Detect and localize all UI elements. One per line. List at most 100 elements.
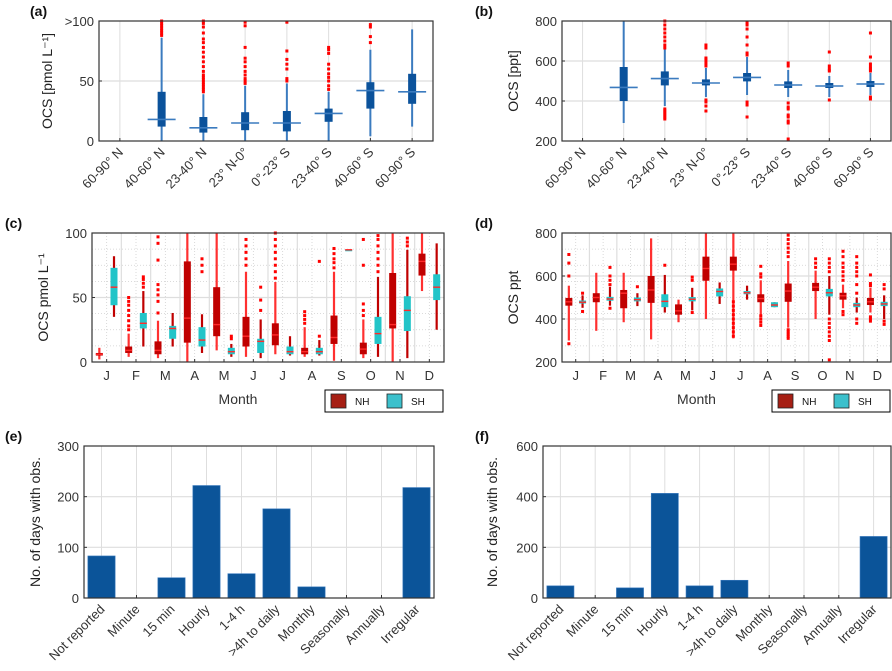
- outlier-point: [317, 334, 321, 338]
- panel-label: (a): [30, 3, 47, 19]
- box-plot: [257, 285, 265, 359]
- outlier-point: [160, 33, 164, 37]
- x-tick-label: A: [654, 368, 663, 383]
- outlier-point: [745, 53, 749, 57]
- outlier-point: [704, 56, 708, 60]
- outlier-point: [704, 100, 708, 104]
- legend: NH SH: [324, 389, 444, 413]
- chart-panel-e: (e) 0 100 200 300 No. of days with obs.Not re…: [5, 428, 435, 663]
- outlier-point: [160, 26, 164, 30]
- outlier-point: [882, 322, 886, 326]
- outlier-point: [243, 81, 247, 85]
- box-plot: [125, 296, 133, 357]
- box-plot: [242, 237, 250, 357]
- outlier-point: [731, 313, 735, 317]
- box-plot: [853, 255, 861, 325]
- panel-label: (f): [475, 428, 489, 444]
- outlier-point: [273, 270, 277, 274]
- axes-frame: [98, 20, 434, 142]
- outlier-point: [244, 263, 248, 267]
- plot-area: [543, 446, 891, 598]
- box-plot: [839, 249, 847, 317]
- outlier-point: [663, 117, 667, 121]
- plot-area: [562, 21, 891, 141]
- outlier-point: [567, 274, 571, 278]
- outlier-point: [855, 255, 859, 259]
- x-tick-label: 40-60° S: [789, 144, 836, 191]
- outlier-point: [827, 69, 831, 73]
- box-plot: [139, 275, 147, 347]
- box: [345, 249, 353, 252]
- outlier-point: [244, 250, 248, 254]
- box: [784, 283, 792, 302]
- panel-label: (c): [5, 215, 22, 231]
- outlier-point: [663, 31, 667, 35]
- outlier-point: [376, 234, 380, 238]
- outlier-point: [243, 45, 247, 49]
- outlier-point: [285, 67, 289, 71]
- box: [257, 338, 265, 353]
- y-tick-label: 0: [72, 591, 79, 606]
- outlier-point: [332, 257, 336, 261]
- x-axis-label: Month: [219, 391, 258, 407]
- x-tick-label: 0°-23° S: [708, 144, 753, 189]
- outlier-point: [229, 337, 233, 341]
- box: [675, 304, 683, 315]
- x-tick-label: 23° N-0°: [206, 145, 252, 191]
- x-tick-label: 40-60° N: [121, 145, 168, 192]
- legend-label-sh: SH: [858, 397, 872, 408]
- outlier-point: [327, 79, 331, 83]
- x-tick-label: S: [337, 368, 346, 383]
- outlier-point: [327, 45, 331, 49]
- box-plot: [213, 233, 221, 351]
- plot-area: [84, 446, 434, 598]
- outlier-point: [243, 77, 247, 81]
- bar: [262, 508, 291, 599]
- outlier-point: [156, 241, 160, 245]
- box: [199, 117, 208, 133]
- box-plot: [815, 50, 844, 102]
- y-tick-label: 800: [535, 226, 557, 241]
- x-tick-label: Irregular: [378, 601, 423, 646]
- outlier-point: [608, 278, 612, 282]
- outlier-point: [786, 121, 790, 125]
- box: [389, 272, 397, 329]
- outlier-point: [882, 283, 886, 287]
- legend-box: [771, 389, 891, 413]
- outlier-point: [156, 299, 160, 303]
- outlier-point: [243, 24, 247, 28]
- outlier-point: [759, 320, 763, 324]
- box-plot: [183, 233, 191, 362]
- x-tick-label: J: [710, 368, 717, 383]
- outlier-point: [868, 62, 872, 66]
- x-tick-label: 1-4 h: [216, 602, 248, 634]
- box-plot: [154, 235, 162, 359]
- x-tick-label: J: [572, 368, 579, 383]
- outlier-point: [704, 98, 708, 102]
- outlier-point: [786, 334, 790, 338]
- outlier-point: [244, 257, 248, 261]
- outlier-point: [285, 77, 289, 81]
- box: [619, 67, 628, 101]
- x-tick-label: D: [873, 368, 882, 383]
- y-tick-label: >100: [65, 14, 94, 29]
- bar: [87, 555, 116, 599]
- x-tick-label: S: [791, 368, 800, 383]
- outlier-point: [663, 263, 667, 267]
- outlier-point: [332, 252, 336, 256]
- box-plot: [633, 285, 641, 307]
- outlier-point: [156, 283, 160, 287]
- outlier-point: [786, 107, 790, 111]
- outlier-point: [200, 257, 204, 261]
- outlier-point: [786, 250, 790, 254]
- bar: [192, 485, 221, 599]
- outlier-point: [259, 308, 263, 312]
- x-tick-label: Hourly: [634, 601, 672, 639]
- outlier-point: [745, 35, 749, 39]
- outlier-point: [745, 51, 749, 55]
- box-plot: [592, 272, 600, 331]
- outlier-point: [663, 109, 667, 113]
- x-tick-label: J: [737, 368, 744, 383]
- x-tick-label: 60-90° N: [542, 145, 589, 192]
- outlier-point: [567, 253, 571, 256]
